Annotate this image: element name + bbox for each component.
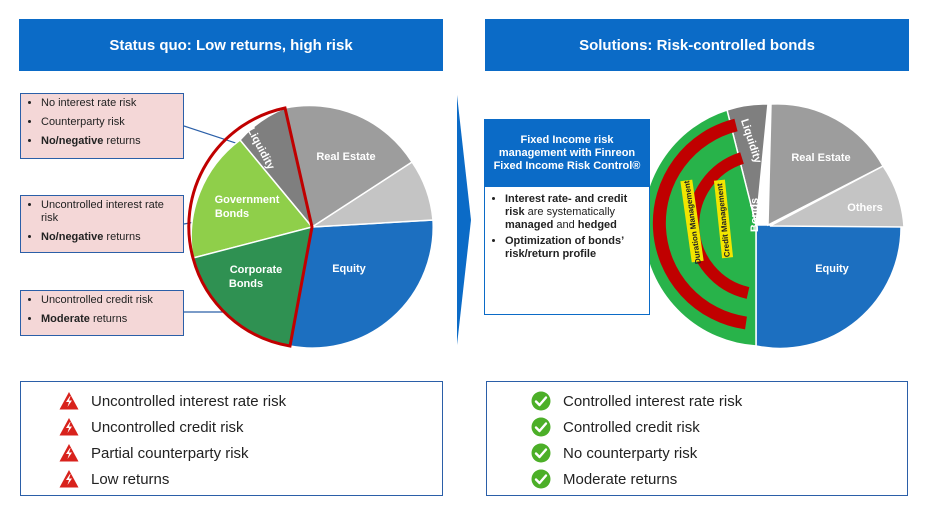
real-estate-slice (284, 104, 414, 229)
summary-item: Low returns (59, 468, 169, 490)
summary-item: Partial counterparty risk (59, 442, 249, 464)
equity-slice (755, 224, 902, 350)
summary-item: No counterparty risk (531, 442, 697, 464)
equity-slice (289, 219, 434, 349)
real-estate-slice (767, 103, 885, 227)
fixed-income-body: Interest rate- and credit risk are syste… (485, 187, 649, 261)
liquidity-note: No interest rate risk Counterparty risk … (20, 93, 184, 159)
note-item: Uncontrolled interest rate risk (41, 199, 177, 225)
note-item: No interest rate risk (41, 97, 177, 110)
solutions-summary: Controlled interest rate risk Controlled… (486, 381, 908, 496)
duration-label-bg (680, 179, 704, 263)
risk-outline (187, 106, 314, 348)
summary-item: Controlled credit risk (531, 416, 700, 438)
corporate-bonds-note: Uncontrolled credit risk Moderate return… (20, 290, 184, 336)
fixed-income-bullet: Optimization of bonds’ risk/return profi… (505, 235, 643, 261)
bonds-label: Bonds (749, 198, 761, 232)
solutions-header: Solutions: Risk-controlled bonds (485, 19, 909, 71)
solutions-pie: Duration Management Credit Management Li… (642, 103, 905, 350)
corporate-bonds-label: Bonds (229, 278, 263, 290)
others-label: Others (847, 202, 882, 214)
status-quo-pie: Liquidity Real Estate Government Bonds C… (183, 104, 434, 349)
check-icon (531, 391, 551, 411)
solutions-header-text: Solutions: Risk-controlled bonds (579, 36, 815, 54)
note-item: Counterparty risk (41, 116, 177, 129)
status-quo-header: Status quo: Low returns, high risk (19, 19, 443, 71)
credit-label-bg (713, 179, 734, 259)
summary-item: Uncontrolled credit risk (59, 416, 244, 438)
note-item: Moderate returns (41, 313, 177, 326)
government-bonds-label: Bonds (215, 208, 249, 220)
corporate-label: Corporate (230, 264, 283, 276)
warning-icon (59, 470, 79, 488)
equity-label: Equity (815, 263, 849, 275)
warning-icon (59, 444, 79, 462)
check-icon (531, 443, 551, 463)
warning-icon (59, 418, 79, 436)
real-estate-label: Real Estate (791, 152, 850, 164)
check-icon (531, 417, 551, 437)
fixed-income-bullet: Interest rate- and credit risk are syste… (505, 193, 643, 232)
government-label: Government (215, 194, 280, 206)
status-quo-header-text: Status quo: Low returns, high risk (109, 36, 353, 54)
status-quo-summary: Uncontrolled interest rate risk Uncontro… (20, 381, 443, 496)
real-estate-label: Real Estate (316, 151, 375, 163)
duration-management-ring (652, 118, 747, 330)
summary-item: Controlled interest rate risk (531, 390, 742, 412)
fixed-income-title: Fixed Income risk management with Finreo… (485, 120, 649, 187)
note-item: Uncontrolled credit risk (41, 294, 177, 307)
summary-item: Uncontrolled interest rate risk (59, 390, 286, 412)
fixed-income-box: Fixed Income risk management with Finreo… (484, 119, 650, 315)
government-bonds-note: Uncontrolled interest rate risk No/negat… (20, 195, 184, 253)
check-icon (531, 469, 551, 489)
note-item: No/negative returns (41, 135, 177, 148)
note-item: No/negative returns (41, 231, 177, 244)
transition-arrow (457, 95, 471, 345)
summary-item: Moderate returns (531, 468, 677, 490)
warning-icon (59, 392, 79, 410)
equity-label: Equity (332, 263, 366, 275)
